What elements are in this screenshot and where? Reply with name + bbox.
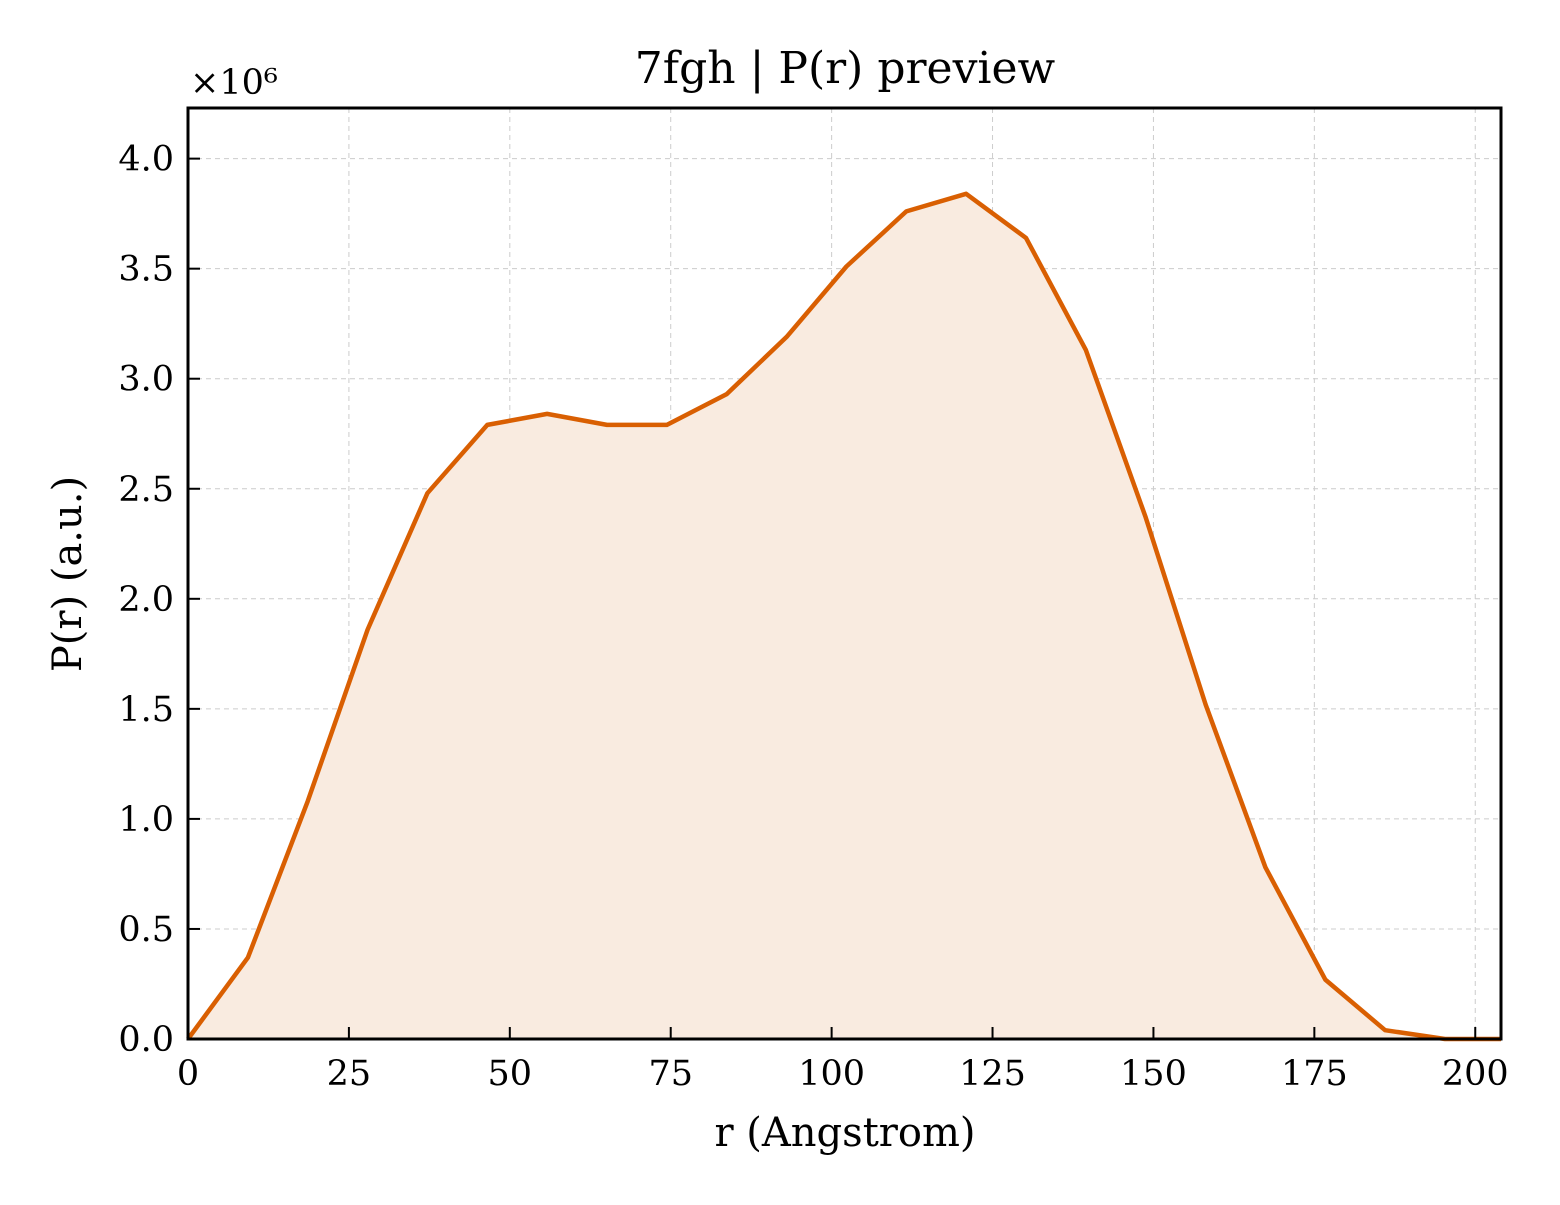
y-tick-label: 0.5: [118, 910, 174, 950]
y-tick-label: 3.0: [118, 360, 174, 400]
x-tick-label: 0: [177, 1054, 199, 1094]
x-tick-label: 125: [959, 1054, 1026, 1094]
y-tick-label: 2.5: [118, 470, 174, 510]
y-tick-label: 1.5: [118, 690, 174, 730]
x-tick-label: 200: [1442, 1054, 1509, 1094]
y-tick-label: 0.0: [118, 1020, 174, 1060]
pr-series-line: [186, 191, 1501, 1042]
x-tick-label: 50: [488, 1054, 533, 1094]
y-multiplier-label: ×10⁶: [190, 63, 278, 103]
axis-ticks: 0 25 50 75 100 125 150 175 200 0.0 0.5 1.0 1.5 2.0 2.5…: [118, 140, 1508, 1094]
y-tick-label: 3.5: [118, 250, 174, 290]
y-tick-label: 1.0: [118, 800, 174, 840]
x-tick-label: 150: [1120, 1054, 1187, 1094]
x-axis-label: r (Angstrom): [714, 1110, 975, 1156]
x-tick-label: 25: [327, 1054, 372, 1094]
pr-area-fill: [188, 193, 1501, 1040]
y-axis-label: P(r) (a.u.): [45, 476, 91, 672]
x-tick-label: 75: [648, 1054, 693, 1094]
x-tick-label: 100: [798, 1054, 865, 1094]
y-tick-label: 4.0: [118, 140, 174, 180]
chart-title: 7fgh | P(r) preview: [635, 43, 1056, 94]
x-tick-label: 175: [1281, 1054, 1348, 1094]
y-tick-label: 2.0: [118, 580, 174, 620]
plot-frame: [186, 106, 1503, 1041]
